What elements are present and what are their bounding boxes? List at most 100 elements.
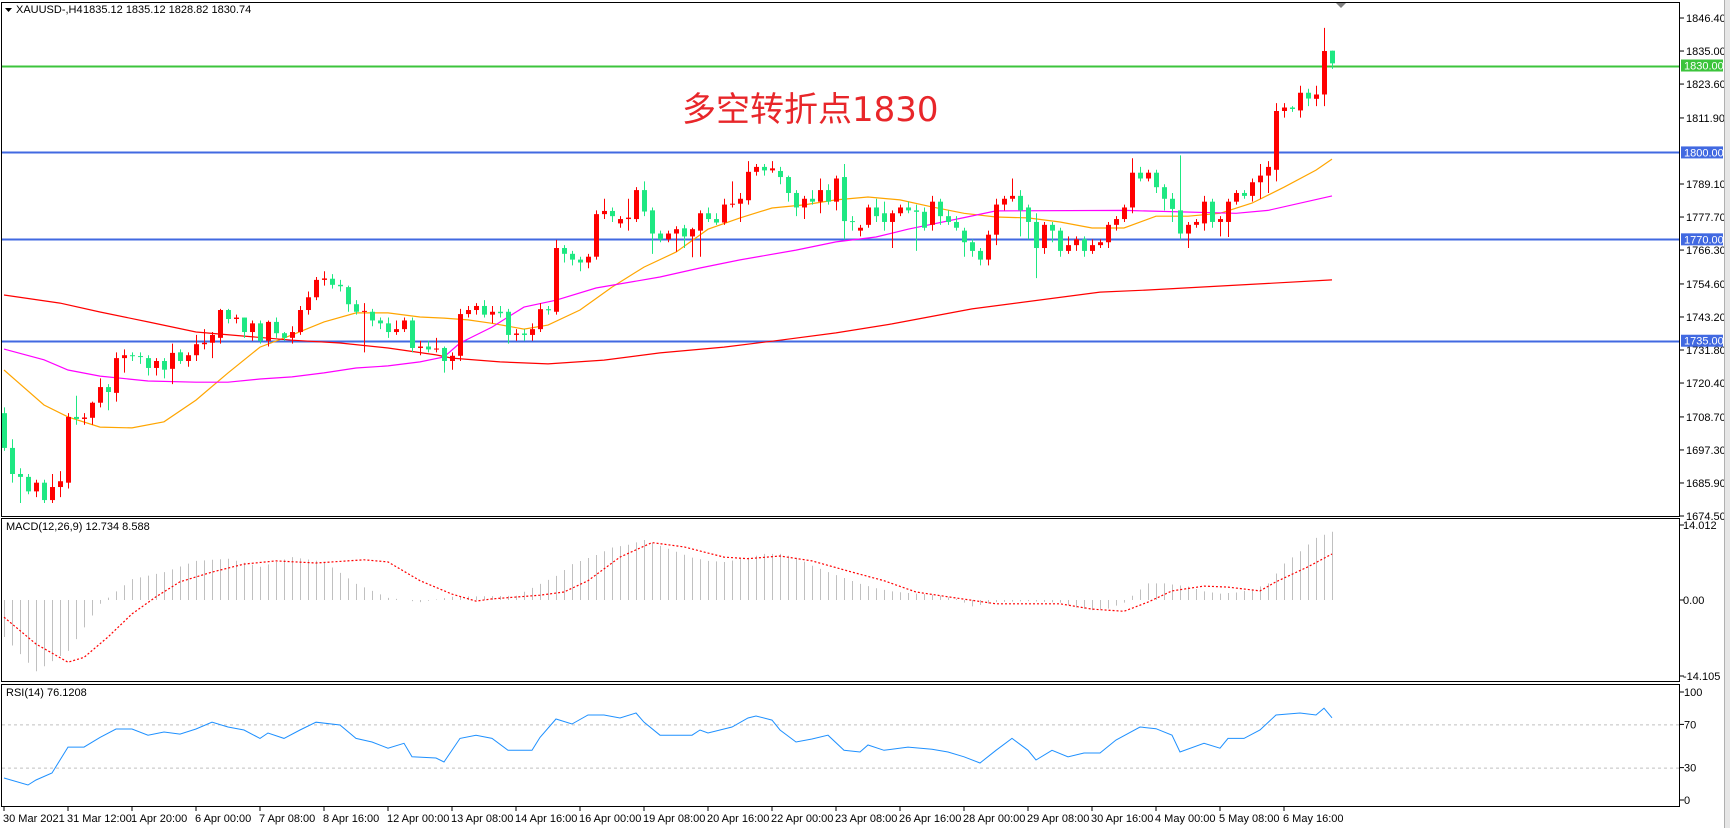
candle xyxy=(290,326,295,344)
candle xyxy=(786,175,791,202)
candle-body xyxy=(802,198,807,208)
candle xyxy=(1242,190,1247,199)
candle xyxy=(754,164,759,176)
candle xyxy=(210,332,215,359)
time-axis-label: 6 May 16:00 xyxy=(1283,813,1344,825)
candle-body xyxy=(706,213,711,220)
time-axis-label: 26 Apr 16:00 xyxy=(899,813,961,825)
candle xyxy=(242,317,247,338)
candle-body xyxy=(10,447,15,474)
macd-indicator-label: MACD(12,26,9) 12.734 8.588 xyxy=(6,521,150,533)
candle xyxy=(346,285,351,312)
candle xyxy=(962,227,967,257)
candle-body xyxy=(1242,192,1247,196)
candle-body xyxy=(786,177,791,193)
candle-body xyxy=(442,347,447,362)
candle xyxy=(642,181,647,217)
candle xyxy=(1042,221,1047,254)
candle-body xyxy=(874,207,879,217)
candle-body xyxy=(778,170,783,178)
candle xyxy=(1250,178,1255,202)
candle xyxy=(146,355,151,376)
candle-body xyxy=(1002,198,1007,205)
candle xyxy=(730,181,735,208)
candle-body xyxy=(634,190,639,220)
candle-body xyxy=(282,333,287,338)
candle-body xyxy=(498,311,503,314)
candle xyxy=(130,352,135,362)
time-axis-label: 14 Apr 16:00 xyxy=(515,813,577,825)
candle xyxy=(698,210,703,257)
candle-body xyxy=(1210,201,1215,222)
candle xyxy=(922,207,927,231)
chart-annotation-text[interactable]: 多空转折点1830 xyxy=(682,90,939,130)
candle xyxy=(554,239,559,315)
candle-body xyxy=(362,310,367,312)
candle-body xyxy=(1298,92,1303,111)
candle-body xyxy=(794,192,799,208)
candle-body xyxy=(370,311,375,321)
candle-body xyxy=(690,229,695,237)
candle-body xyxy=(226,310,231,320)
candle xyxy=(282,332,287,341)
time-axis-label: 22 Apr 00:00 xyxy=(771,813,833,825)
candle-body xyxy=(234,317,239,320)
candle-body xyxy=(906,207,911,211)
candle xyxy=(1034,213,1039,279)
rsi-panel[interactable] xyxy=(1,684,1680,807)
candle-body xyxy=(1106,224,1111,243)
candle xyxy=(674,226,679,252)
candle xyxy=(1170,192,1175,222)
macd-panel[interactable] xyxy=(1,518,1680,682)
main-price-panel[interactable] xyxy=(1,2,1680,517)
time-axis-label: 13 Apr 08:00 xyxy=(451,813,513,825)
candle xyxy=(1202,195,1207,231)
macd-axis-label: -14.105 xyxy=(1683,671,1720,683)
candle-body xyxy=(74,416,79,419)
candle xyxy=(82,413,87,425)
chart-shift-marker-icon[interactable] xyxy=(1336,3,1346,8)
candle xyxy=(218,308,223,344)
candle xyxy=(898,204,903,217)
candle-body xyxy=(274,321,279,334)
candle xyxy=(826,184,831,205)
time-axis-label: 12 Apr 00:00 xyxy=(387,813,449,825)
chart-menu-triangle-icon[interactable] xyxy=(5,8,12,12)
candle-body xyxy=(1098,242,1103,246)
candle xyxy=(1074,236,1079,251)
time-axis-label: 29 Apr 08:00 xyxy=(1027,813,1089,825)
candle-body xyxy=(1162,187,1167,199)
candle xyxy=(714,213,719,225)
rsi-axis-label: 70 xyxy=(1684,719,1696,731)
candle-body xyxy=(970,242,975,251)
candle-body xyxy=(914,210,919,212)
candle xyxy=(1002,195,1007,211)
candle-body xyxy=(1314,94,1319,99)
candle xyxy=(482,300,487,318)
candle xyxy=(1306,88,1311,107)
candle xyxy=(578,256,583,272)
candle-body xyxy=(858,227,863,231)
candle xyxy=(186,352,191,367)
candle-body xyxy=(1234,192,1239,202)
rsi-axis-label: 30 xyxy=(1684,763,1696,775)
candle xyxy=(746,161,751,205)
candle xyxy=(122,349,127,373)
candle xyxy=(858,224,863,237)
vertical-scrollbar[interactable] xyxy=(1724,0,1730,828)
candle xyxy=(626,198,631,231)
time-axis-label: 30 Apr 16:00 xyxy=(1091,813,1153,825)
price-axis-label: 1674.50 xyxy=(1686,511,1726,523)
candle-body xyxy=(746,171,751,201)
candle-body xyxy=(1330,50,1335,64)
candle-body xyxy=(1066,245,1071,251)
candle-body xyxy=(610,210,615,217)
candle-body xyxy=(18,473,23,477)
candle-body xyxy=(346,287,351,305)
candle xyxy=(866,204,871,228)
candle-body xyxy=(154,361,159,368)
candle xyxy=(18,468,23,503)
level-price-badge xyxy=(1681,334,1723,347)
candle xyxy=(98,378,103,408)
